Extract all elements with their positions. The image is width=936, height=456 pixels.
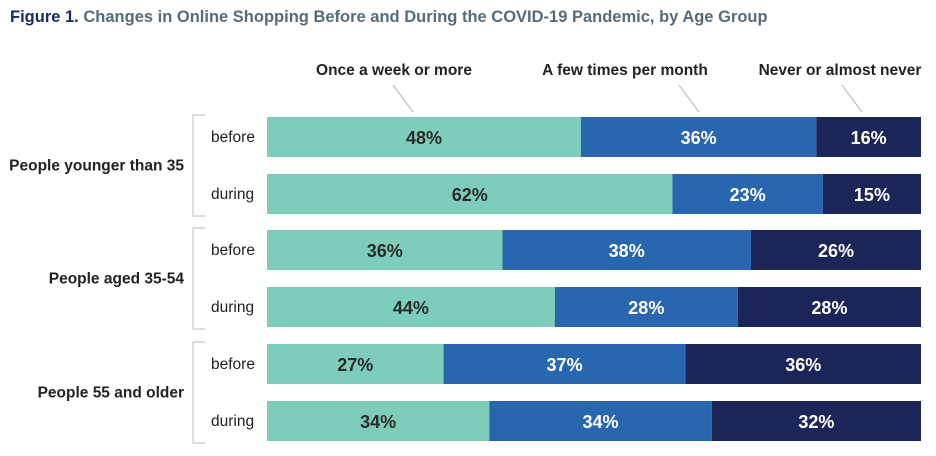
- bar-segment: [685, 344, 921, 384]
- row-label: during: [211, 413, 254, 430]
- data-label: 36%: [681, 128, 717, 148]
- row-label: during: [211, 299, 254, 316]
- bar-segment: [489, 401, 712, 441]
- bar-segment: [267, 287, 555, 327]
- data-label: 32%: [798, 412, 834, 432]
- data-label: 36%: [785, 355, 821, 375]
- group-bracket: [192, 341, 205, 444]
- data-label: 38%: [609, 241, 645, 261]
- group-label: People younger than 35: [9, 158, 184, 175]
- bar-segment: [267, 401, 490, 441]
- chart-title: Figure 1. Changes in Online Shopping Bef…: [10, 8, 768, 27]
- data-label: 48%: [406, 128, 442, 148]
- data-label: 34%: [583, 412, 619, 432]
- bar-segment: [267, 174, 673, 214]
- row-label: before: [211, 242, 255, 259]
- group-bracket: [192, 114, 205, 217]
- data-label: 26%: [818, 241, 854, 261]
- bar-segment: [737, 287, 921, 327]
- data-label: 34%: [360, 412, 396, 432]
- data-label: 15%: [854, 185, 890, 205]
- data-label: 62%: [452, 185, 488, 205]
- data-label: 28%: [628, 298, 664, 318]
- data-label: 37%: [547, 355, 583, 375]
- bar-segment: [711, 401, 921, 441]
- bar-segment: [672, 174, 823, 214]
- data-label: 36%: [367, 241, 403, 261]
- legend-leader-line: [392, 84, 414, 113]
- bar-segment: [822, 174, 921, 214]
- bar-segment: [267, 117, 581, 157]
- legend-label: A few times per month: [542, 62, 708, 79]
- row-label: during: [211, 186, 254, 203]
- figure-label: Figure 1.: [10, 8, 79, 26]
- group-label: People aged 35-54: [49, 271, 185, 288]
- group-bracket: [192, 227, 205, 330]
- data-label: 27%: [337, 355, 373, 375]
- bar-segment: [443, 344, 686, 384]
- legend-leader-line: [678, 84, 700, 113]
- data-label: 16%: [851, 128, 887, 148]
- group-label: People 55 and older: [38, 385, 184, 402]
- row-label: before: [211, 356, 255, 373]
- bar-segment: [580, 117, 817, 157]
- data-label: 44%: [393, 298, 429, 318]
- bar-segment: [554, 287, 738, 327]
- bar-segment: [267, 230, 503, 270]
- bar-segment: [267, 344, 444, 384]
- data-label: 23%: [730, 185, 766, 205]
- figure-title-text: Changes in Online Shopping Before and Du…: [83, 8, 768, 26]
- bar-segment: [502, 230, 751, 270]
- legend-label: Never or almost never: [759, 62, 922, 79]
- bar-segment: [816, 117, 921, 157]
- row-label: before: [211, 129, 255, 146]
- bar-segment: [750, 230, 921, 270]
- data-label: 28%: [811, 298, 847, 318]
- legend-label: Once a week or more: [316, 62, 472, 79]
- legend-leader-line: [841, 84, 863, 113]
